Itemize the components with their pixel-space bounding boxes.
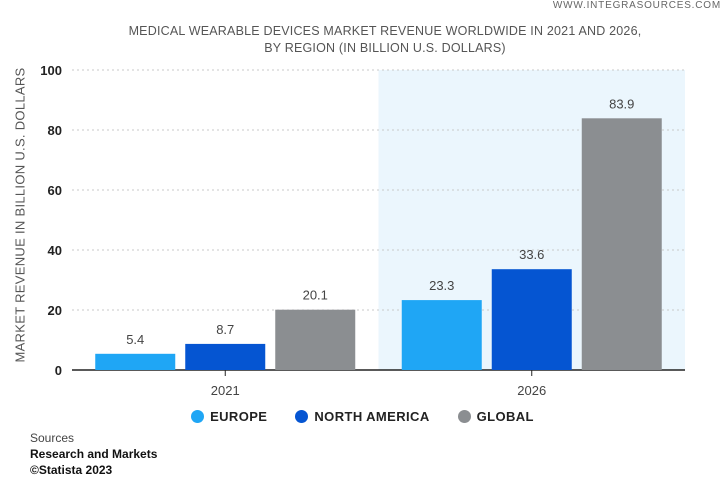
- bar: [185, 343, 266, 370]
- data-label: 5.4: [126, 332, 144, 347]
- legend-item: EUROPE: [191, 409, 267, 424]
- legend-label: NORTH AMERICA: [314, 409, 430, 424]
- bar: [95, 353, 176, 370]
- data-label: 83.9: [609, 96, 634, 111]
- legend-item: NORTH AMERICA: [295, 409, 429, 424]
- legend-label: GLOBAL: [476, 409, 534, 424]
- data-label: 8.7: [216, 322, 234, 337]
- legend-label: EUROPE: [210, 409, 268, 424]
- bar: [581, 118, 662, 370]
- y-tick-label: 0: [55, 363, 62, 378]
- y-tick-label: 20: [48, 303, 62, 318]
- legend-item: GLOBAL: [457, 409, 534, 424]
- data-label: 20.1: [303, 288, 328, 303]
- x-tick-label: 2021: [211, 383, 240, 398]
- sources-name: Research and Markets: [30, 447, 158, 461]
- sources-label: Sources: [30, 431, 75, 445]
- legend-swatch: [457, 410, 471, 423]
- bar: [491, 269, 572, 370]
- y-tick-label: 40: [48, 243, 62, 258]
- copyright: ©Statista 2023: [30, 463, 113, 477]
- bar: [401, 300, 482, 370]
- sources: Sources Research and Markets ©Statista 2…: [30, 430, 157, 478]
- data-label: 33.6: [519, 247, 544, 262]
- chart-title-line-2: BY REGION (IN BILLION U.S. DOLLARS): [264, 41, 506, 55]
- data-label: 23.3: [429, 278, 454, 293]
- legend: EUROPE NORTH AMERICA GLOBAL: [0, 409, 725, 424]
- x-tick-label: 2026: [517, 383, 546, 398]
- chart-title: MEDICAL WEARABLE DEVICES MARKET REVENUE …: [90, 23, 680, 57]
- y-tick-label: 100: [40, 63, 62, 78]
- legend-swatch: [191, 410, 205, 423]
- chart-title-line-1: MEDICAL WEARABLE DEVICES MARKET REVENUE …: [128, 24, 642, 38]
- legend-swatch: [295, 410, 309, 423]
- y-tick-label: 60: [48, 183, 62, 198]
- bar: [275, 309, 356, 370]
- y-tick-label: 80: [48, 123, 62, 138]
- watermark: WWW.INTEGRASOURCES.COM: [552, 0, 721, 11]
